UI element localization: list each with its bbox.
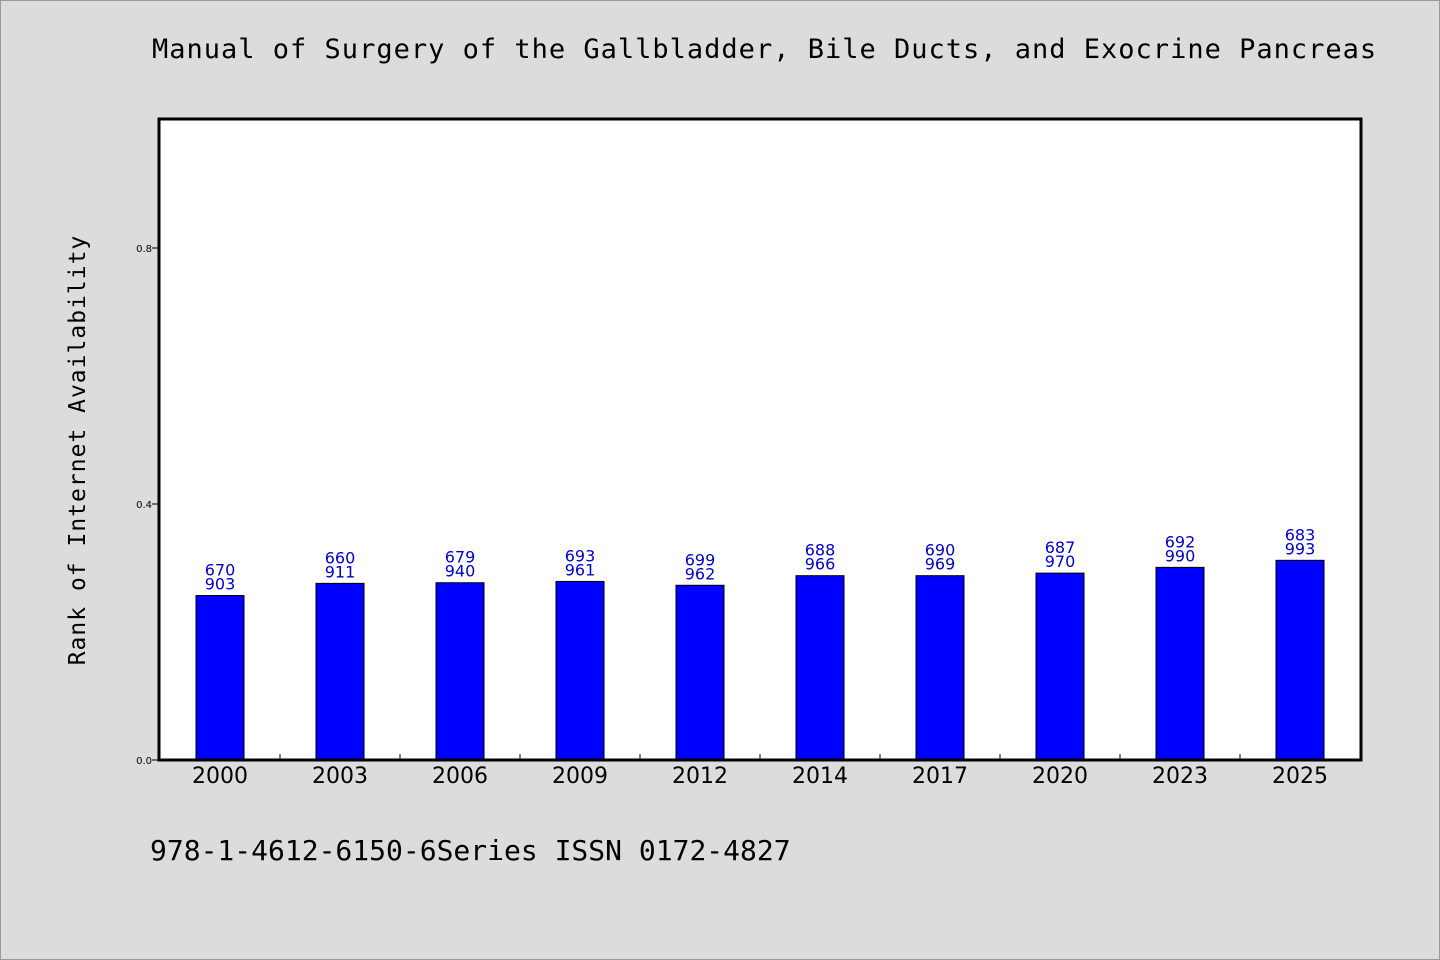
data-label-top-2017: 690	[925, 541, 956, 560]
bar-2025	[1275, 559, 1325, 761]
data-label-bottom-2012: 962	[685, 564, 716, 583]
bar-2012	[675, 584, 725, 761]
chart-title: Manual of Surgery of the Gallbladder, Bi…	[152, 34, 1378, 65]
y-tick-label: 0.8	[136, 244, 152, 255]
data-label-top-2020: 687	[1045, 538, 1076, 557]
data-label-top-2000: 670	[205, 561, 236, 580]
data-label-top-2014: 688	[805, 541, 836, 560]
data-label-bottom-2023: 990	[1165, 546, 1196, 565]
data-label-bottom-2000: 903	[205, 575, 236, 594]
y-tick-label: 0.4	[136, 500, 152, 511]
plot-border	[157, 117, 1363, 762]
y-axis-ticks: 0.0 0.4 0.8	[136, 244, 160, 767]
bar-2014	[795, 575, 845, 761]
data-label-top-2003: 660	[325, 548, 356, 567]
data-labels-group: 6709036609116799406939616999626889666909…	[205, 525, 1316, 593]
x-tick-label-2006: 2006	[432, 764, 488, 789]
x-tick-label-2025: 2025	[1272, 764, 1328, 789]
data-label-bottom-2020: 970	[1045, 552, 1076, 571]
bar-2009	[555, 580, 605, 761]
bars-group	[195, 559, 1325, 761]
bar-2000	[195, 595, 245, 761]
data-label-top-2006: 679	[445, 548, 476, 567]
y-tick-label: 0.0	[136, 756, 152, 767]
bar-2020	[1035, 572, 1085, 761]
x-axis-ticks: 2000 2003 2006 2009 2012 2014 2017 2020 2023 2025	[192, 754, 1328, 789]
x-tick-label-2023: 2023	[1152, 764, 1208, 789]
data-label-bottom-2017: 969	[925, 555, 956, 574]
data-label-bottom-2009: 961	[565, 560, 596, 579]
bar-2023	[1155, 566, 1205, 761]
x-tick-label-2000: 2000	[192, 764, 248, 789]
bar-2017	[915, 575, 965, 761]
x-tick-label-2012: 2012	[672, 764, 728, 789]
x-tick-label-2017: 2017	[912, 764, 968, 789]
data-label-top-2012: 699	[685, 550, 716, 569]
footer-isbn-issn: 978-1-4612-6150-6Series ISSN 0172-4827	[150, 834, 791, 867]
data-label-bottom-2014: 966	[805, 555, 836, 574]
data-label-top-2025: 683	[1285, 525, 1316, 544]
x-tick-label-2020: 2020	[1032, 764, 1088, 789]
bar-2006	[435, 582, 485, 761]
bar-2003	[315, 582, 365, 761]
x-tick-label-2014: 2014	[792, 764, 848, 789]
data-label-top-2009: 693	[565, 546, 596, 565]
data-label-bottom-2025: 993	[1285, 539, 1316, 558]
data-label-top-2023: 692	[1165, 532, 1196, 551]
x-tick-label-2009: 2009	[552, 764, 608, 789]
data-label-bottom-2006: 940	[445, 562, 476, 581]
data-label-bottom-2003: 911	[325, 562, 356, 581]
x-tick-label-2003: 2003	[312, 764, 368, 789]
